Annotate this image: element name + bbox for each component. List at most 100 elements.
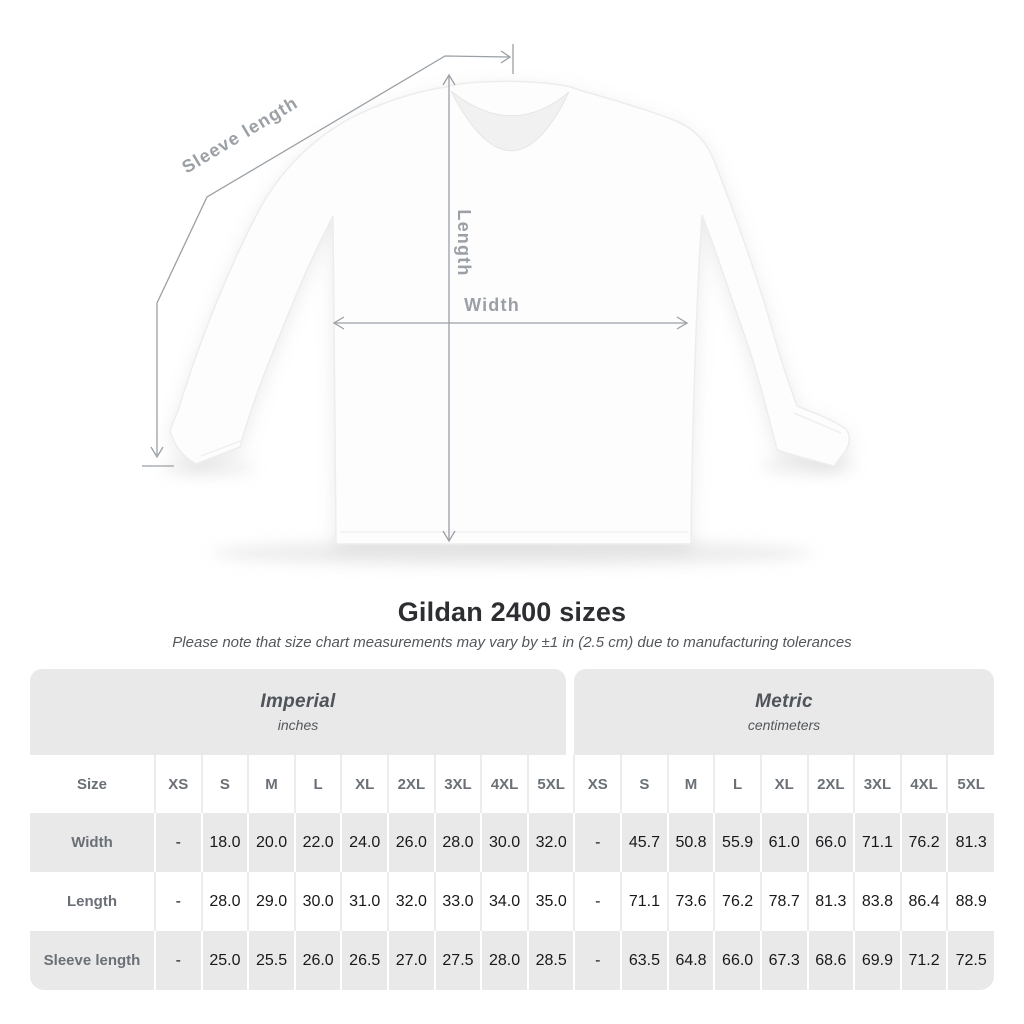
measurement-cell: 78.7 [759,872,808,931]
size-col-header: 2XL [387,755,435,813]
measurement-cell: - [573,931,622,990]
measurement-cell: 66.0 [806,813,855,872]
measurement-cell: 83.8 [853,872,901,931]
metric-label: Metric [755,691,813,712]
size-col-header: S [200,755,249,813]
measurement-cell: 28.0 [200,872,249,931]
row-label: Length [67,893,117,910]
size-col-header: L [293,755,342,813]
measurement-cell: 28.5 [526,931,575,990]
row-label: Sleeve length [43,952,141,969]
measurement-cell: 26.0 [387,813,435,872]
measurement-cell: 25.5 [247,931,295,990]
measurement-cell: 81.3 [806,872,855,931]
unit-bands: Imperial inches Metric centimeters [30,669,994,755]
unit-band-metric: Metric centimeters [574,669,994,755]
size-col-header: 4XL [480,755,528,813]
metric-unit: centimeters [747,717,821,733]
measurement-cell: 68.6 [806,931,855,990]
size-col-header: 4XL [899,755,948,813]
imperial-unit: inches [277,717,319,733]
table-row: Width -18.0 20.0 22.0 24.0 26.0 28.0 30.0 32.0-4… [30,813,994,872]
size-col-header: L [713,755,761,813]
shirt-silhouette [169,80,850,545]
size-table-body: Width -18.0 20.0 22.0 24.0 26.0 28.0 30.0 32.0-4… [30,813,994,990]
measurement-cell: 24.0 [340,813,389,872]
sleeve-length-line [156,55,510,455]
tolerance-note: Please note that size chart measurements… [172,634,852,651]
measurement-cell: 73.6 [666,872,715,931]
measurement-cell: 72.5 [946,931,994,990]
measurement-cell: 18.0 [200,813,249,872]
measurement-cell: 31.0 [340,872,389,931]
sleeve-arrow-down-icon [150,446,164,459]
measurement-cell: 29.0 [247,872,295,931]
size-col-header: 3XL [853,755,901,813]
measurement-cell: 22.0 [293,813,342,872]
size-col-header: 3XL [433,755,482,813]
measurement-cell: 55.9 [713,813,761,872]
measurement-cell: 88.9 [946,872,994,931]
measurement-cell: 71.1 [853,813,901,872]
page-title: Gildan 2400 sizes [397,597,627,627]
measurement-cell: - [154,872,202,931]
imperial-label: Imperial [260,691,336,712]
size-col-header: M [666,755,715,813]
size-col-header: M [247,755,295,813]
measurement-cell: - [573,872,622,931]
size-col-header: 2XL [806,755,855,813]
measurement-cell: 67.3 [759,931,808,990]
size-col-header: XS [154,755,202,813]
measurement-cell: - [154,813,202,872]
shirt-right-cuff-seam [793,412,842,434]
width-arrow-right-icon [676,316,689,330]
measurement-cell: 30.0 [480,813,528,872]
length-label: Length [454,209,474,276]
size-col-header: XL [759,755,808,813]
size-col-header: 5XL [946,755,994,813]
measurement-cell: 20.0 [247,813,295,872]
shirt-left-cuff-seam [200,439,244,457]
measurement-cell: 71.1 [620,872,668,931]
size-col-header: 5XL [526,755,575,813]
size-col-header: XL [340,755,389,813]
table-row: Sleeve length -25.0 25.5 26.0 26.5 27.0 27.5 28… [30,931,994,990]
measurement-cell: 86.4 [899,872,948,931]
measurement-cell: 63.5 [620,931,668,990]
shirt-size-diagram: Sleeve length Length Width [142,44,856,566]
measurement-cell: 28.0 [480,931,528,990]
measurement-cell: - [573,813,622,872]
sleeve-length-label: Sleeve length [178,92,301,177]
size-header-row: Size XS S M L XL 2XL 3XL 4XL 5XL XS S M L XL 2XL 3XL 4XL… [30,755,994,813]
measurement-cell: 35.0 [526,872,575,931]
length-arrow-up-icon [442,73,456,86]
row-label: Width [71,834,113,851]
size-col-header: XS [573,755,622,813]
measurement-cell: 27.0 [387,931,435,990]
width-label: Width [464,295,520,315]
unit-band-imperial: Imperial inches [30,669,566,755]
shirt-illustration [169,80,850,545]
measurement-cell: 76.2 [899,813,948,872]
size-column-header: Size [76,775,107,793]
size-table-wrap: Size XS S M L XL 2XL 3XL 4XL 5XL XS S M L XL 2XL 3XL 4XL… [30,755,994,990]
measurement-cell: 33.0 [433,872,482,931]
measurement-cell: 69.9 [853,931,901,990]
measurement-cell: 30.0 [293,872,342,931]
measurement-cell: 66.0 [713,931,761,990]
measurement-cell: 27.5 [433,931,482,990]
measurement-cell: 28.0 [433,813,482,872]
sleeve-arrow-right-icon [500,50,512,64]
measurement-cell: 76.2 [713,872,761,931]
measurement-cell: 61.0 [759,813,808,872]
table-row: Length -28.0 29.0 30.0 31.0 32.0 33.0 34.0 35.0-… [30,872,994,931]
measurement-guides [142,44,689,543]
measurement-cell: 50.8 [666,813,715,872]
measurement-cell: 45.7 [620,813,668,872]
size-col-header: S [620,755,668,813]
width-arrow-left-icon [332,316,345,330]
measurement-cell: 81.3 [946,813,994,872]
measurement-cell: 26.5 [340,931,389,990]
measurement-cell: - [154,931,202,990]
shirt-collar [450,90,570,152]
